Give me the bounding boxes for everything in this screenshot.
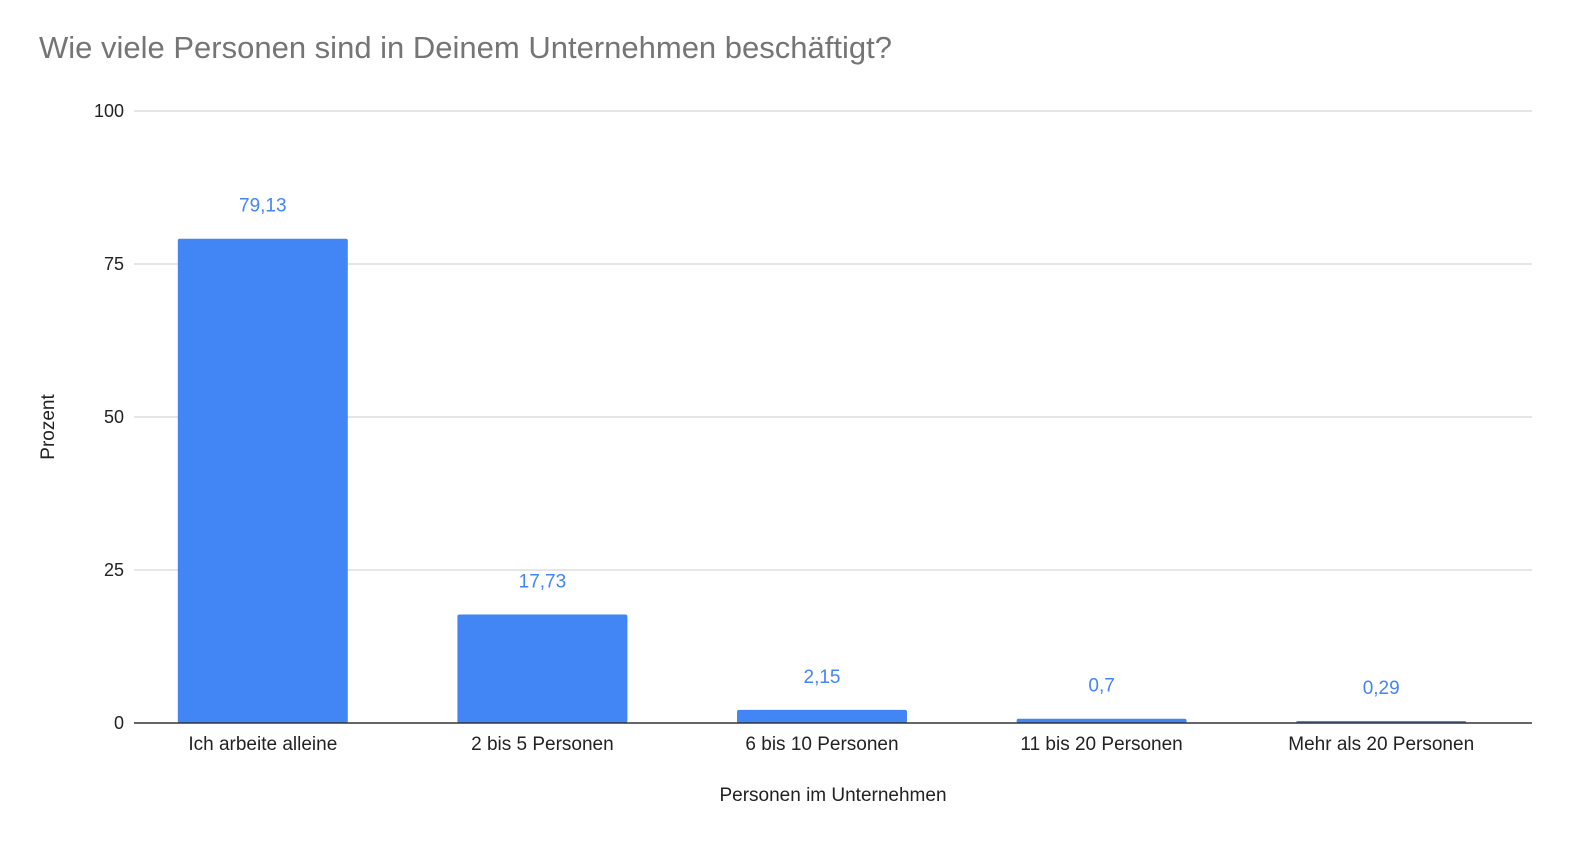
bar — [1016, 718, 1187, 723]
bar — [457, 614, 628, 723]
data-label: 79,13 — [239, 196, 287, 217]
x-tick-label: 11 bis 20 Personen — [1020, 734, 1182, 755]
y-tick-label: 25 — [104, 560, 124, 580]
y-tick-label: 0 — [114, 713, 124, 733]
bar — [177, 238, 348, 723]
y-axis-title: Prozent — [38, 394, 59, 460]
bar — [737, 709, 907, 723]
y-tick-label: 100 — [94, 101, 124, 121]
x-axis-title: Personen im Unternehmen — [719, 785, 946, 806]
labels: 0 25 50 75 100 79,13 Ich arbeite alleine 17,73 2… — [94, 101, 1474, 755]
gridlines — [134, 110, 1532, 571]
data-label: 0,29 — [1363, 678, 1400, 699]
y-tick-label: 50 — [104, 407, 124, 427]
x-tick-label: 2 bis 5 Personen — [471, 734, 614, 755]
data-label: 0,7 — [1088, 676, 1114, 697]
x-tick-label: Ich arbeite alleine — [188, 734, 337, 755]
x-tick-label: Mehr als 20 Personen — [1288, 734, 1474, 755]
x-tick-label: 6 bis 10 Personen — [745, 734, 898, 755]
y-tick-label: 75 — [104, 254, 124, 274]
chart-title: Wie viele Personen sind in Deinem Untern… — [39, 30, 892, 65]
bars — [177, 238, 1467, 723]
data-label: 2,15 — [804, 667, 841, 688]
data-label: 17,73 — [519, 571, 567, 592]
